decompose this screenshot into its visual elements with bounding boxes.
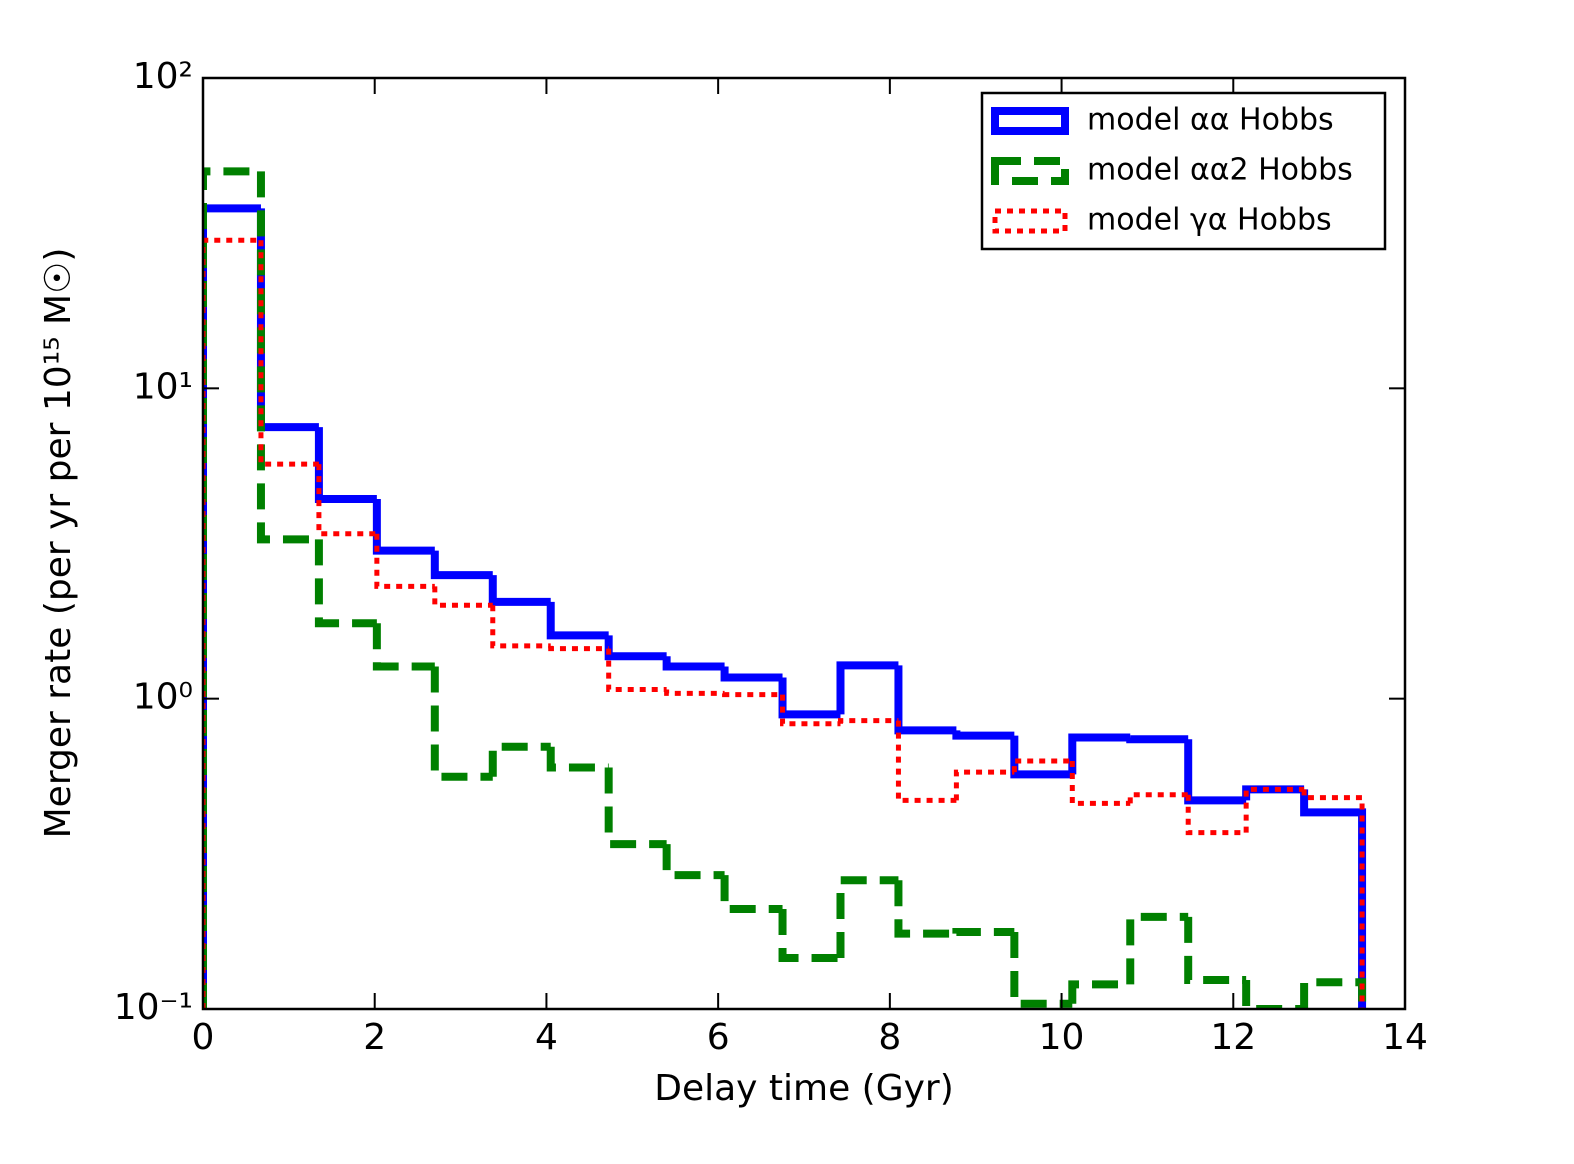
histogram-step <box>895 720 957 803</box>
histogram-step <box>256 208 319 432</box>
y-tick-label: 10¹ <box>133 366 193 407</box>
histogram-step <box>316 464 377 537</box>
histogram-step <box>1126 912 1189 985</box>
histogram-step <box>372 623 435 671</box>
histogram-step <box>1184 739 1247 805</box>
histogram-step <box>548 645 609 652</box>
histogram-step <box>1242 980 1305 1009</box>
histogram-step <box>894 880 957 938</box>
x-tick-label: 14 <box>1382 1017 1428 1058</box>
histogram-step <box>1185 794 1247 836</box>
x-tick-label: 2 <box>363 1017 386 1058</box>
plot-area <box>203 167 1367 1009</box>
x-tick-label: 4 <box>535 1017 558 1058</box>
histogram-step <box>1127 792 1189 804</box>
histogram-step <box>1126 735 1189 744</box>
histogram-step <box>372 498 435 555</box>
axes-frame <box>201 76 1407 1011</box>
legend-label: model γα Hobbs <box>1087 203 1332 238</box>
legend-box <box>980 91 1387 251</box>
legend-swatch <box>992 208 1068 234</box>
histogram-step <box>837 718 899 724</box>
x-tick-label: 6 <box>707 1017 730 1058</box>
x-axis-label: Delay time (Gyr) <box>654 1068 954 1109</box>
histogram-step <box>662 844 725 880</box>
x-tick-label: 0 <box>192 1017 215 1058</box>
x-tick-label: 10 <box>1039 1017 1085 1058</box>
histogram-step <box>604 767 667 849</box>
histogram-step <box>1300 789 1367 1009</box>
histogram-step <box>778 677 841 719</box>
histogram-step <box>1068 980 1131 1004</box>
histogram-step <box>1010 735 1073 779</box>
legend-swatch <box>991 157 1069 185</box>
histogram-step <box>1242 785 1305 801</box>
histogram-step <box>1069 760 1131 806</box>
histogram-step <box>836 876 899 958</box>
histogram-step <box>952 928 1015 937</box>
histogram-step <box>606 648 667 693</box>
histogram-step <box>430 550 493 580</box>
histogram-step <box>258 240 319 467</box>
histogram-step <box>203 167 261 1009</box>
x-tick-label: 8 <box>878 1017 901 1058</box>
histogram-step <box>953 769 1015 801</box>
histogram-step <box>952 730 1015 740</box>
histogram-step <box>546 601 609 640</box>
histogram-step <box>488 575 551 606</box>
histogram-step <box>1010 932 1073 1008</box>
histogram-step <box>203 237 261 1009</box>
histogram-step <box>604 635 667 661</box>
histogram-step <box>1068 733 1131 775</box>
y-tick-label: 10² <box>133 56 193 97</box>
histogram-step <box>894 665 957 735</box>
histogram-step <box>1243 786 1305 833</box>
histogram-step <box>720 875 783 914</box>
histogram-step <box>256 171 319 544</box>
histogram-step <box>314 539 377 628</box>
histogram-step <box>203 204 261 1009</box>
histogram-step <box>488 742 551 777</box>
histogram-step <box>664 689 725 696</box>
histogram-step <box>722 692 783 698</box>
legend-label: model αα Hobbs <box>1087 103 1334 138</box>
y-tick-label: 10⁻¹ <box>114 987 193 1028</box>
x-tick-label: 12 <box>1210 1017 1256 1058</box>
y-axis-label: Merger rate (per yr per 10¹⁵ M☉) <box>38 248 79 839</box>
histogram-step <box>720 666 783 682</box>
histogram-step <box>778 909 841 962</box>
histogram-step <box>780 694 841 727</box>
histogram-step <box>836 661 899 715</box>
histogram-step <box>430 666 493 781</box>
histogram-step <box>1184 916 1247 985</box>
histogram-step <box>1301 789 1365 1009</box>
histogram-step <box>1300 978 1367 1009</box>
histogram-step <box>432 586 493 608</box>
histogram-step <box>662 656 725 671</box>
histogram-step <box>374 533 435 589</box>
legend-label: model αα2 Hobbs <box>1087 153 1353 188</box>
histogram-step <box>490 605 551 649</box>
y-tick-label: 10⁰ <box>133 677 193 718</box>
histogram-step <box>314 427 377 503</box>
histogram-step <box>1011 758 1073 773</box>
legend-swatch <box>991 107 1069 135</box>
histogram-step <box>546 746 609 772</box>
